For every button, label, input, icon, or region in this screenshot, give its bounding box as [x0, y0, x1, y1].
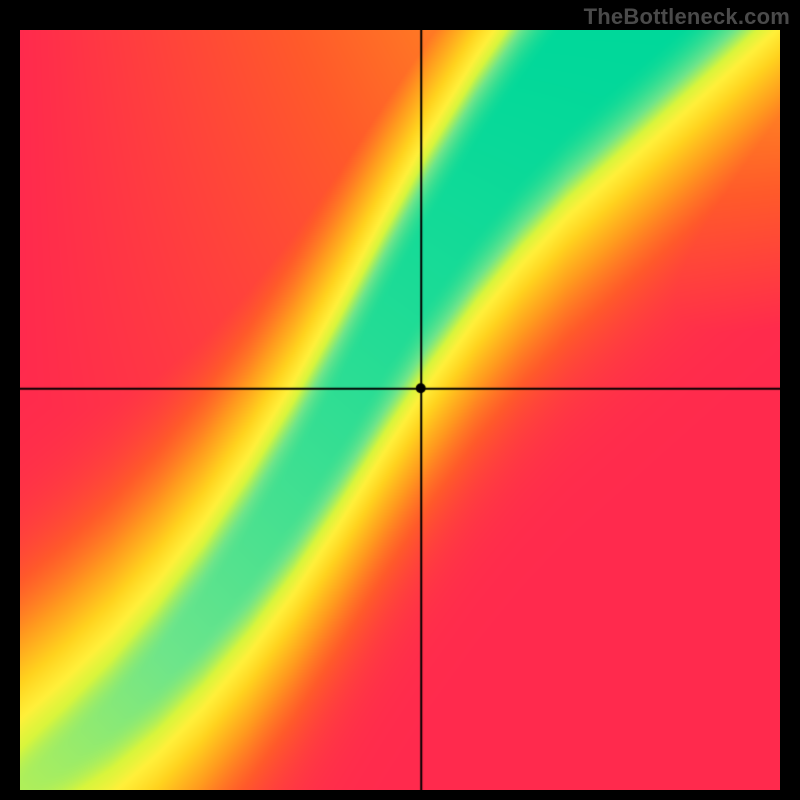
- plot-area: [20, 30, 780, 790]
- chart-container: TheBottleneck.com: [0, 0, 800, 800]
- watermark-text: TheBottleneck.com: [584, 4, 790, 30]
- heatmap-canvas: [20, 30, 780, 790]
